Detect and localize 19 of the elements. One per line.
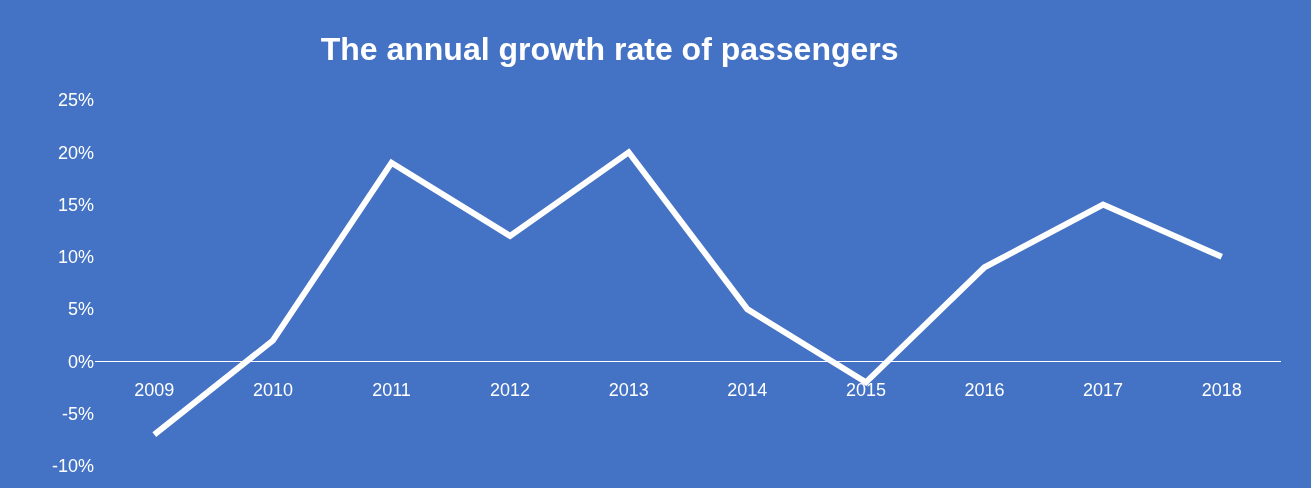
y-tick-label: 0% — [67, 351, 94, 372]
x-tick-label: 2010 — [252, 380, 293, 401]
y-tick-label: -10% — [51, 456, 94, 477]
x-tick-label: 2015 — [845, 380, 886, 401]
x-tick-label: 2016 — [964, 380, 1005, 401]
y-tick-label: 20% — [57, 142, 94, 163]
y-tick-label: 25% — [57, 90, 94, 111]
x-tick-label: 2018 — [1201, 380, 1242, 401]
y-tick-label: 5% — [67, 299, 94, 320]
x-tick-label: 2013 — [608, 380, 649, 401]
x-tick-label: 2009 — [134, 380, 175, 401]
chart-title: The annual growth rate of passengers — [320, 31, 899, 67]
y-tick-label: 10% — [57, 247, 94, 268]
y-tick-label: -5% — [61, 404, 94, 425]
x-tick-label: 2014 — [727, 380, 768, 401]
x-tick-label: 2012 — [490, 380, 531, 401]
y-tick-label: 15% — [57, 194, 94, 215]
x-tick-label: 2017 — [1083, 380, 1124, 401]
x-tick-label: 2011 — [372, 380, 411, 401]
